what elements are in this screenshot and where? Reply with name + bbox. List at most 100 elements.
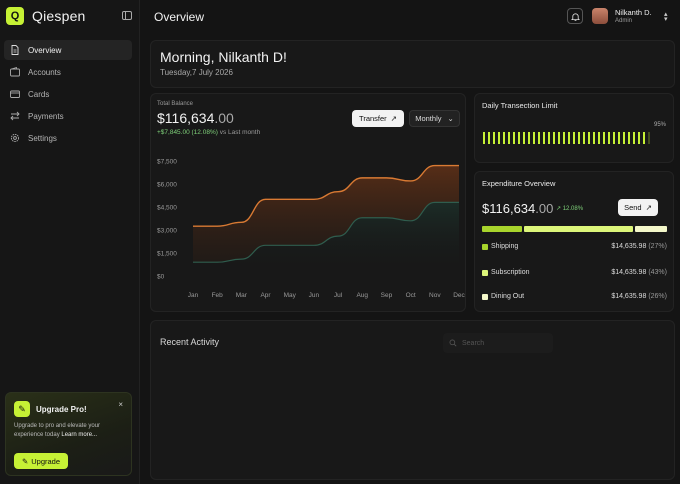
- upgrade-button[interactable]: ✎ Upgrade: [14, 453, 68, 469]
- limit-bar-tick: [578, 132, 580, 144]
- limit-bar-tick: [603, 132, 605, 144]
- limit-bar-tick: [493, 132, 495, 144]
- expenditure-amount: $116,634.00: [482, 201, 553, 216]
- expenditure-value: $14,635.98 (26%): [611, 293, 667, 300]
- x-tick-label: Dec: [453, 292, 465, 299]
- chevron-updown-icon[interactable]: ▴ ▾: [664, 11, 668, 23]
- y-tick-label: $3,000: [157, 228, 177, 235]
- transfer-button-label: Transfer: [359, 114, 387, 123]
- transfer-icon: [10, 111, 20, 121]
- y-tick-label: $1,500: [157, 251, 177, 258]
- brand[interactable]: Q Qiespen: [6, 7, 86, 25]
- sidebar: Q Qiespen Overview Accounts Cards P: [0, 0, 140, 484]
- upgrade-title: Upgrade Pro!: [36, 405, 87, 414]
- page-title: Overview: [154, 10, 205, 24]
- search-input[interactable]: Search: [443, 333, 553, 353]
- sidebar-item-label: Cards: [28, 89, 50, 99]
- notification-bell-icon[interactable]: [567, 8, 583, 24]
- daily-limit-title: Daily Transection Limit: [482, 101, 558, 110]
- send-button[interactable]: Send ↗: [618, 199, 658, 216]
- pencil-icon: ✎: [21, 456, 29, 466]
- expenditure-amount-main: $116,634: [482, 201, 536, 216]
- greeting-title: Morning, Nilkanth D!: [160, 49, 287, 65]
- sidebar-item-payments[interactable]: Payments: [4, 106, 132, 126]
- arrow-up-right-icon: ↗: [390, 114, 397, 123]
- balance-change-value: +$7,845.00 (12.08%): [157, 129, 218, 136]
- close-icon[interactable]: ×: [118, 400, 123, 409]
- x-tick-label: Oct: [406, 292, 416, 299]
- limit-bar-tick: [518, 132, 520, 144]
- period-select[interactable]: Monthly ⌄: [409, 110, 460, 127]
- sidebar-item-label: Payments: [28, 111, 64, 121]
- y-tick-label: $6,000: [157, 182, 177, 189]
- trend-up-icon: ↗: [556, 206, 562, 212]
- limit-bar-tick: [488, 132, 490, 144]
- x-tick-label: Aug: [356, 292, 368, 299]
- gear-icon: [10, 133, 20, 143]
- limit-bar-tick: [553, 132, 555, 144]
- daily-limit-percent: 95%: [654, 122, 667, 128]
- limit-bar-tick: [623, 132, 625, 144]
- limit-bar-tick: [508, 132, 510, 144]
- series-area-band: [193, 165, 459, 263]
- legend-swatch: [482, 270, 488, 276]
- expenditure-category: Subscription: [491, 269, 530, 276]
- app-logo: Q: [6, 7, 24, 25]
- expenditure-title: Expenditure Overview: [482, 179, 556, 188]
- sidebar-item-accounts[interactable]: Accounts: [4, 62, 132, 82]
- transfer-button[interactable]: Transfer ↗: [352, 110, 404, 127]
- x-tick-label: Mar: [236, 292, 248, 299]
- sidebar-nav: Overview Accounts Cards Payments Setting…: [4, 40, 132, 150]
- sidebar-item-settings[interactable]: Settings: [4, 128, 132, 148]
- expenditure-row: Shipping $14,635.98 (27%): [482, 242, 667, 252]
- limit-bar-tick: [528, 132, 530, 144]
- sidebar-item-cards[interactable]: Cards: [4, 84, 132, 104]
- limit-bar-tick: [523, 132, 525, 144]
- expenditure-change: ↗ 12.08%: [556, 205, 583, 212]
- x-tick-label: Sep: [381, 292, 393, 299]
- series-area-lower: [193, 202, 459, 276]
- daily-limit-bar: [483, 132, 650, 144]
- learn-more-link[interactable]: Learn more...: [61, 431, 98, 438]
- avatar[interactable]: [592, 8, 608, 24]
- balance-change: +$7,845.00 (12.08%) vs Last month: [157, 129, 260, 136]
- limit-bar-tick: [598, 132, 600, 144]
- limit-bar-tick: [618, 132, 620, 144]
- limit-bar-tick: [613, 132, 615, 144]
- segment-subscription: [524, 226, 633, 232]
- sidebar-collapse-icon[interactable]: [122, 11, 132, 20]
- limit-bar-tick: [638, 132, 640, 144]
- x-tick-label: Jan: [188, 292, 199, 299]
- daily-limit-card: Daily Transection Limit 95%: [474, 93, 674, 163]
- limit-bar-tick: [503, 132, 505, 144]
- segment-shipping: [482, 226, 522, 232]
- expenditure-segment-bar: [482, 226, 667, 232]
- expenditure-amount-text: $14,635.98: [611, 243, 647, 250]
- x-tick-label: May: [284, 292, 297, 299]
- y-tick-label: $0: [157, 274, 165, 281]
- limit-bar-tick: [588, 132, 590, 144]
- y-tick-label: $4,500: [157, 205, 177, 212]
- expenditure-amount-text: $14,635.98: [611, 293, 647, 300]
- expenditure-category: Dining Out: [491, 293, 525, 300]
- legend-swatch: [482, 294, 488, 300]
- limit-bar-tick: [583, 132, 585, 144]
- sidebar-item-overview[interactable]: Overview: [4, 40, 132, 60]
- limit-bar-tick: [633, 132, 635, 144]
- expenditure-value: $14,635.98 (43%): [611, 269, 667, 276]
- pencil-icon: ✎: [14, 401, 30, 417]
- card-icon: [10, 89, 20, 99]
- limit-bar-tick: [568, 132, 570, 144]
- limit-bar-tick: [608, 132, 610, 144]
- sidebar-item-label: Accounts: [28, 67, 61, 77]
- greeting-card: Morning, Nilkanth D! Tuesday,7 July 2026: [150, 40, 675, 88]
- legend-swatch: [482, 244, 488, 250]
- upgrade-card: ✎ Upgrade Pro! × Upgrade to pro and elev…: [5, 392, 132, 476]
- limit-bar-tick: [593, 132, 595, 144]
- limit-bar-tick: [538, 132, 540, 144]
- limit-bar-tick: [533, 132, 535, 144]
- x-tick-label: Feb: [212, 292, 224, 299]
- expenditure-amount-cents: .00: [535, 201, 554, 216]
- greeting-date: Tuesday,7 July 2026: [160, 68, 233, 77]
- balance-amount-cents: .00: [214, 110, 234, 126]
